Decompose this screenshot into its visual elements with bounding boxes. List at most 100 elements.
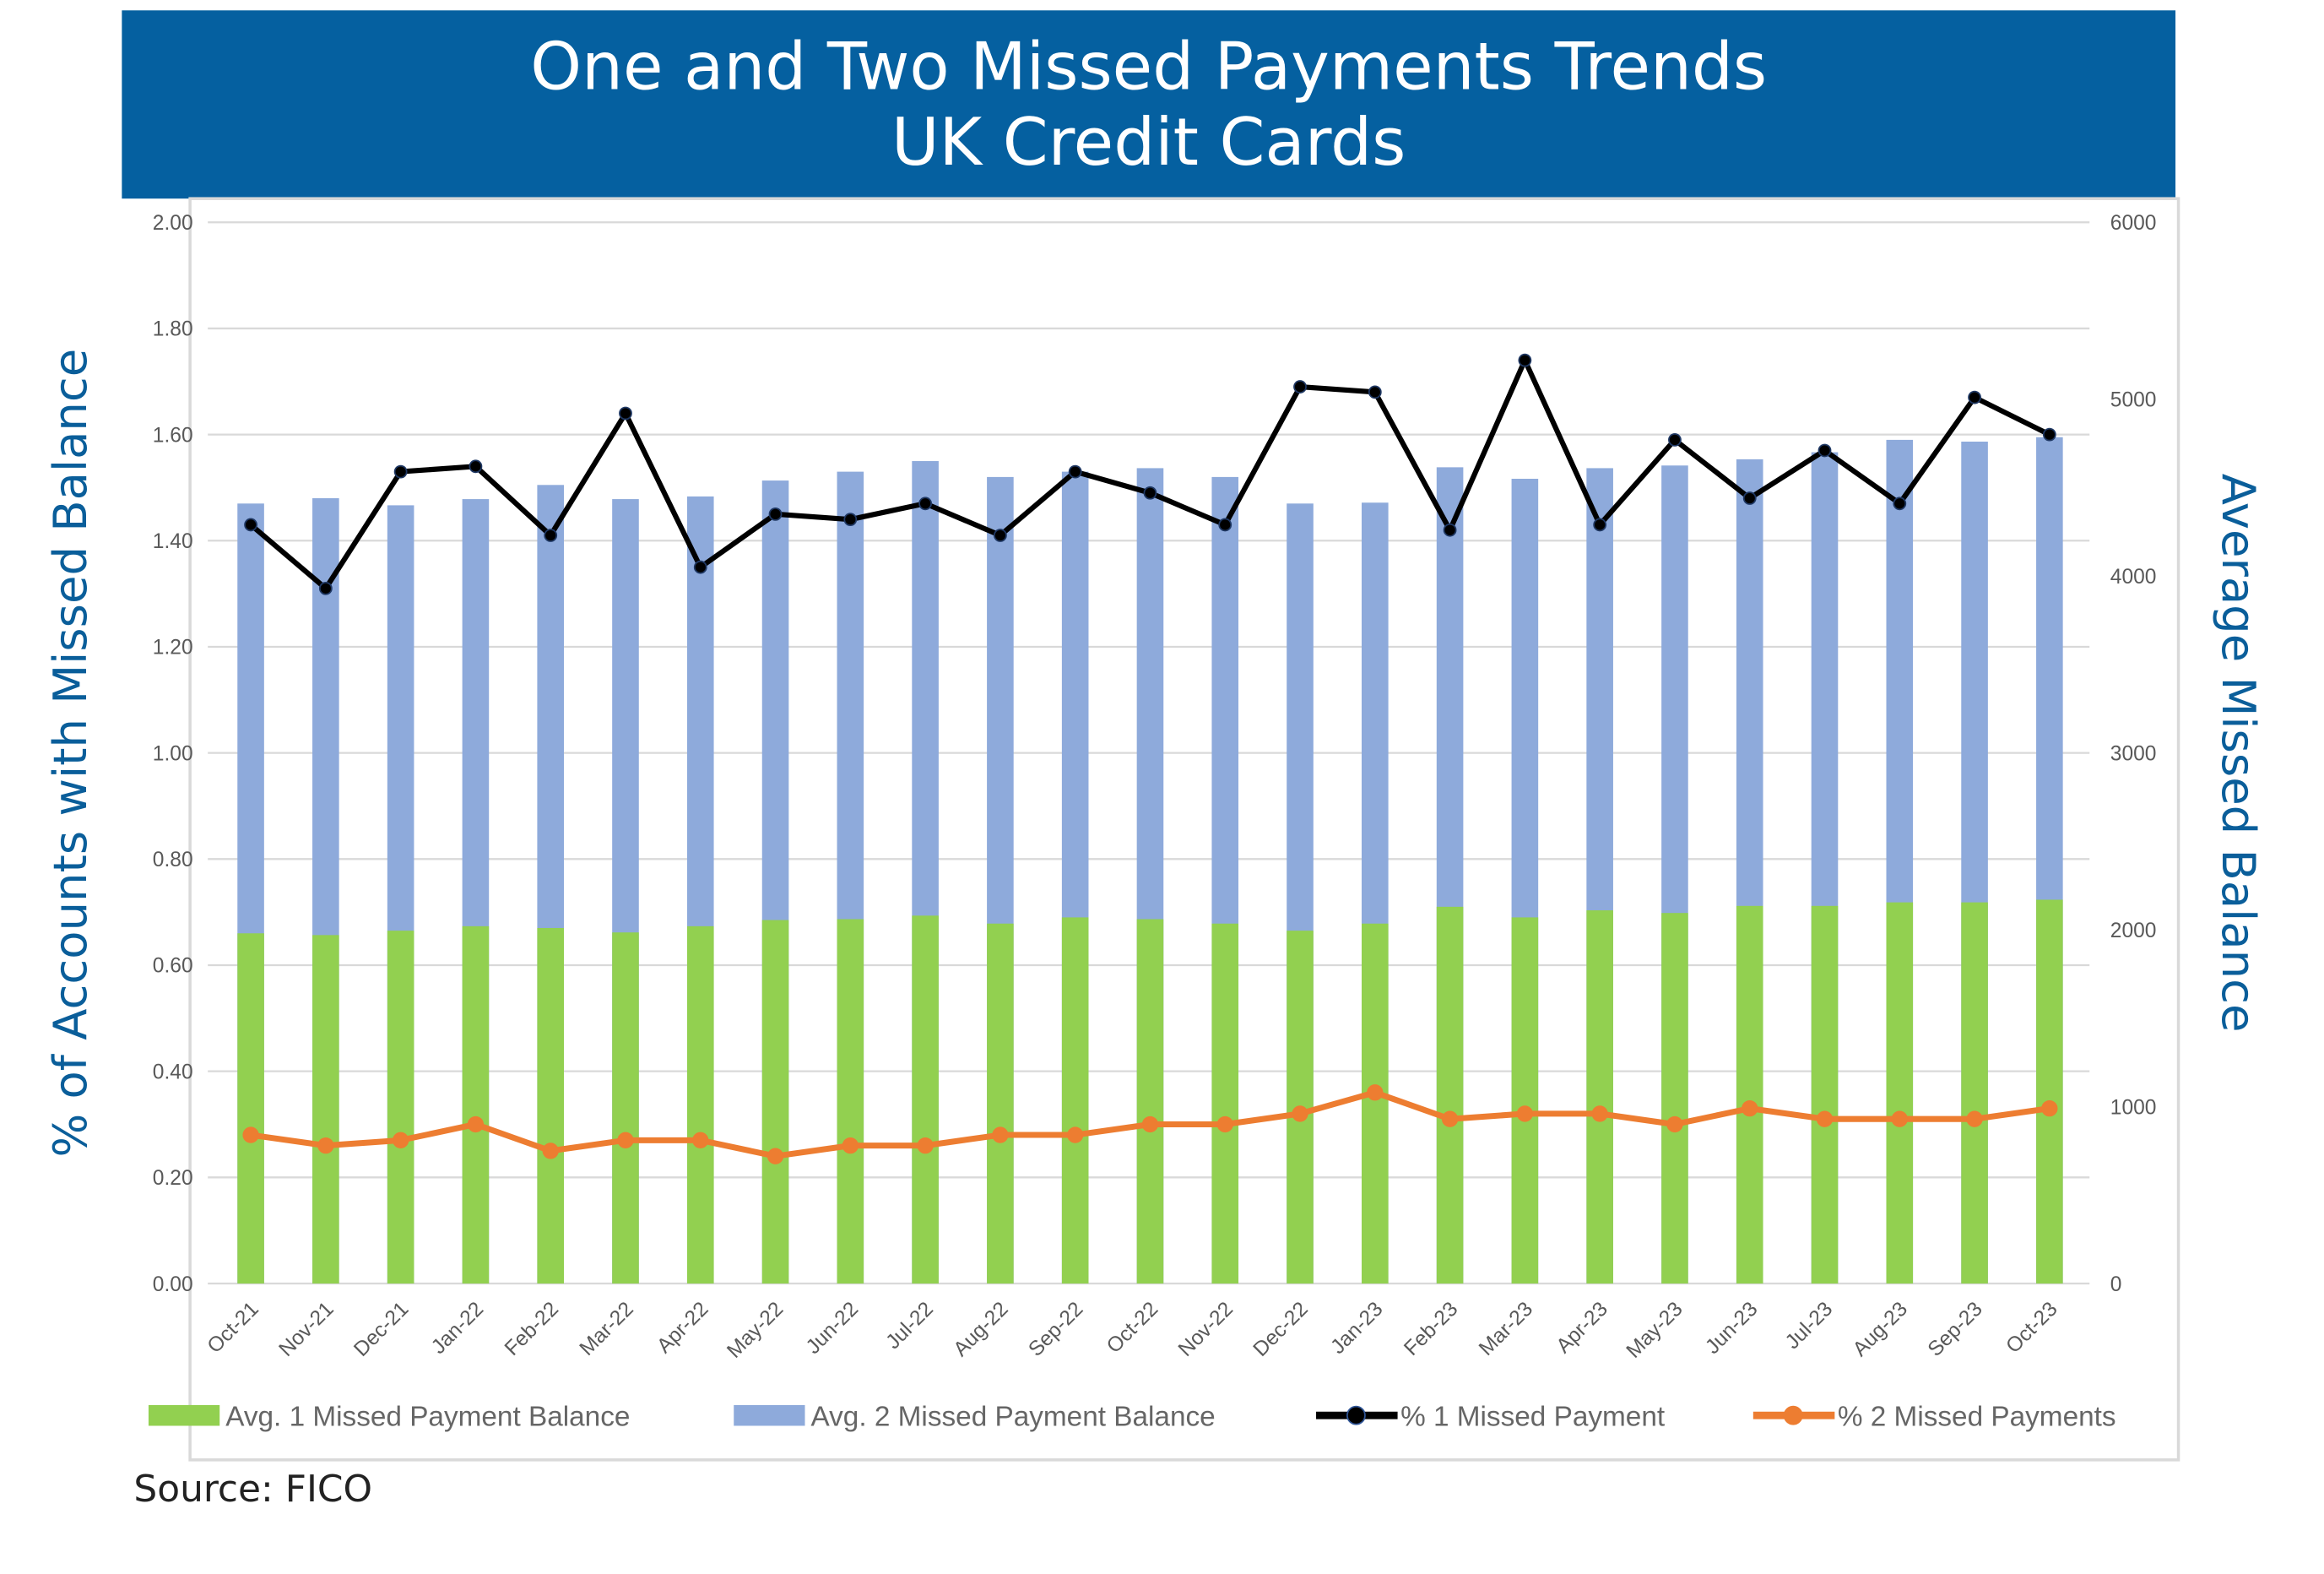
legend-marker [1346, 1405, 1366, 1425]
left-tick-label: 0.20 [153, 1167, 193, 1190]
bar-avg-1-missed-balance [686, 925, 714, 1284]
data-point [693, 560, 707, 574]
data-point [1593, 518, 1607, 532]
data-point [244, 518, 257, 532]
data-point [1292, 1105, 1308, 1122]
legend-label: % 1 Missed Payment [1400, 1401, 1666, 1432]
x-tick-label: Mar-23 [1475, 1298, 1537, 1360]
bar-avg-1-missed-balance [837, 919, 864, 1284]
right-tick-label: 5000 [2110, 389, 2157, 412]
right-tick-label: 0 [2110, 1273, 2122, 1296]
data-point [1516, 1105, 1534, 1122]
bar-avg-1-missed-balance [1061, 917, 1089, 1284]
bar-avg-1-missed-balance [462, 925, 490, 1284]
bar-avg-1-missed-balance [1511, 917, 1539, 1284]
data-point [392, 1132, 409, 1148]
x-tick-label: Dec-21 [349, 1298, 413, 1361]
legend-swatch [148, 1404, 220, 1426]
data-point [1742, 1099, 1758, 1117]
left-tick-label: 2.00 [153, 212, 193, 235]
x-tick-label: Apr-22 [653, 1298, 712, 1358]
data-point [1816, 1110, 1834, 1127]
x-tick-label: Jul-22 [881, 1298, 937, 1354]
data-point [917, 1137, 934, 1154]
data-point [393, 464, 408, 479]
x-tick-label: Feb-22 [501, 1298, 563, 1360]
data-point [469, 459, 483, 474]
chart-panel [188, 197, 2180, 1462]
right-axis-title: Average Missed Balance [2212, 474, 2266, 1033]
x-tick-label: Dec-22 [1249, 1298, 1313, 1361]
bar-avg-1-missed-balance [237, 933, 264, 1284]
data-point [1668, 433, 1682, 447]
bar-avg-1-missed-balance [537, 927, 564, 1284]
data-point [1368, 385, 1382, 399]
x-tick-label: Oct-21 [203, 1298, 263, 1358]
bar-avg-1-missed-balance [1661, 913, 1688, 1284]
data-point [842, 1137, 859, 1154]
data-point [318, 581, 333, 595]
bar-avg-1-missed-balance [1436, 906, 1464, 1284]
legend-label: Avg. 1 Missed Payment Balance [225, 1401, 630, 1432]
lines [242, 353, 2058, 1164]
x-tick-label: Jan-22 [427, 1298, 488, 1359]
source-note: Source: FICO [133, 1468, 372, 1511]
data-point [1293, 380, 1307, 394]
data-point [692, 1132, 709, 1148]
x-tick-label: Oct-22 [1102, 1298, 1162, 1358]
x-tick-label: Jun-23 [1701, 1298, 1762, 1359]
left-tick-label: 0.40 [153, 1061, 193, 1083]
chart-title-line2: UK Credit Cards [891, 105, 1406, 181]
right-tick-label: 6000 [2110, 212, 2157, 235]
data-point [768, 507, 783, 521]
data-point [619, 406, 632, 421]
data-point [1443, 523, 1457, 537]
bar-avg-1-missed-balance [2036, 899, 2063, 1284]
legend-label: % 2 Missed Payments [1838, 1401, 2116, 1432]
bar-avg-1-missed-balance [1886, 902, 1914, 1284]
legend-marker [1783, 1405, 1803, 1425]
x-tick-label: Mar-22 [576, 1298, 638, 1360]
x-tick-label: Oct-23 [2002, 1298, 2061, 1358]
chart-title-line1: One and Two Missed Payments Trends [530, 29, 1767, 105]
x-tick-label: Apr-23 [1552, 1298, 1612, 1358]
data-point [1591, 1105, 1608, 1122]
x-tick-label: May-22 [723, 1298, 788, 1363]
x-tick-label: Jun-22 [802, 1298, 863, 1359]
x-tick-label: May-23 [1622, 1298, 1687, 1363]
data-point [467, 1115, 485, 1133]
data-point [1067, 1126, 1084, 1143]
data-point [544, 529, 558, 542]
data-point [317, 1137, 334, 1154]
data-point [1143, 486, 1157, 500]
left-tick-label: 0.80 [153, 849, 193, 871]
x-tick-label: Jul-23 [1781, 1298, 1837, 1354]
header-banner [122, 10, 2176, 199]
data-point [1141, 1115, 1159, 1133]
left-tick-label: 0.00 [153, 1273, 193, 1296]
left-tick-label: 1.00 [153, 742, 193, 765]
left-tick-label: 0.60 [153, 955, 193, 978]
data-point [617, 1132, 634, 1148]
data-point [1441, 1110, 1459, 1127]
data-point [1817, 443, 1832, 458]
legend-swatch [734, 1404, 805, 1426]
data-point [918, 497, 933, 511]
bars [237, 437, 2063, 1284]
x-tick-label: Feb-23 [1400, 1298, 1462, 1360]
data-point [843, 513, 858, 527]
legend-label: Avg. 2 Missed Payment Balance [811, 1401, 1216, 1432]
x-tick-label: Nov-21 [275, 1298, 339, 1361]
bar-avg-1-missed-balance [1586, 910, 1613, 1284]
data-point [1742, 491, 1757, 505]
data-point [1518, 353, 1532, 367]
data-point [2042, 427, 2056, 442]
bar-avg-1-missed-balance [987, 923, 1014, 1284]
bar-avg-1-missed-balance [1211, 923, 1239, 1284]
x-tick-label: Aug-23 [1849, 1298, 1912, 1361]
right-tick-label: 3000 [2110, 742, 2157, 765]
data-point [1216, 1115, 1233, 1133]
bar-avg-1-missed-balance [1136, 919, 1164, 1284]
right-tick-label: 2000 [2110, 920, 2157, 942]
